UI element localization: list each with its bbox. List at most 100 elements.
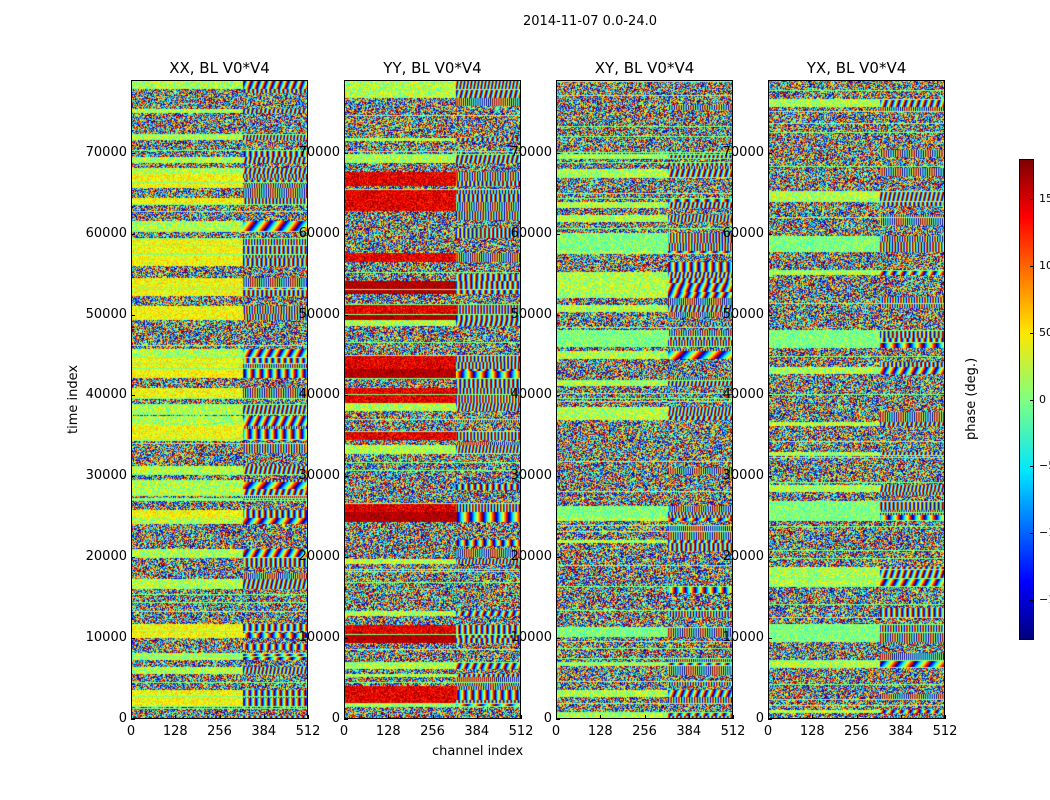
x-tick-label: 128	[162, 724, 188, 739]
colorbar-tick-mark	[1030, 599, 1034, 601]
colorbar-tick-label: 50	[1039, 325, 1050, 339]
x-tick-label: 512	[508, 724, 534, 739]
x-tick-label: 512	[720, 724, 746, 739]
y-tick-label: 10000	[722, 630, 764, 646]
y-tick-mark	[768, 719, 772, 720]
y-tick-label: 30000	[85, 468, 127, 484]
panel-title: YX, BL V0*V4	[806, 59, 907, 77]
y-tick-label: 40000	[722, 387, 764, 403]
x-tick-mark	[476, 715, 478, 719]
y-tick-label: 40000	[85, 387, 127, 403]
x-tick-mark	[521, 715, 522, 719]
y-tick-mark	[768, 476, 772, 478]
y-tick-mark	[131, 557, 135, 559]
y-tick-mark	[556, 557, 560, 559]
panel-title: XX, BL V0*V4	[169, 59, 270, 77]
x-tick-label: 384	[464, 724, 490, 739]
y-tick-label: 30000	[722, 468, 764, 484]
y-tick-label: 60000	[722, 225, 764, 241]
heatmap-panel	[344, 80, 521, 719]
x-tick-mark	[812, 715, 814, 719]
colorbar-tick-label: 150	[1039, 192, 1050, 206]
colorbar-tick-label: −50	[1039, 459, 1050, 473]
x-tick-mark	[688, 715, 690, 719]
y-tick-label: 20000	[722, 549, 764, 565]
y-tick-mark	[344, 557, 348, 559]
y-tick-label: 60000	[298, 225, 340, 241]
phase-heatmap	[345, 81, 520, 718]
y-tick-label: 20000	[298, 549, 340, 565]
y-tick-label: 70000	[298, 144, 340, 160]
x-tick-label: 256	[844, 724, 869, 739]
y-tick-label: 20000	[510, 549, 552, 565]
y-tick-mark	[768, 152, 772, 154]
x-tick-mark	[900, 715, 902, 719]
x-tick-mark	[600, 715, 602, 719]
colorbar-tick-mark	[1030, 466, 1034, 468]
x-tick-mark	[308, 715, 309, 719]
colorbar-tick-mark	[1030, 533, 1034, 535]
y-tick-label: 40000	[510, 387, 552, 403]
x-tick-mark	[432, 715, 434, 719]
x-tick-mark	[175, 715, 177, 719]
y-tick-mark	[131, 314, 135, 316]
figure-title: 2014-11-07 0.0-24.0	[523, 14, 657, 29]
x-tick-label: 0	[551, 724, 561, 739]
y-tick-mark	[768, 314, 772, 316]
x-tick-mark	[733, 715, 734, 719]
y-tick-label: 50000	[510, 306, 552, 322]
y-tick-mark	[556, 314, 560, 316]
x-tick-label: 256	[420, 724, 445, 739]
y-tick-mark	[556, 476, 560, 478]
x-tick-mark	[263, 715, 265, 719]
y-tick-mark	[556, 152, 560, 154]
panel-title: XY, BL V0*V4	[594, 59, 695, 77]
x-tick-label: 512	[295, 724, 321, 739]
y-tick-label: 70000	[510, 144, 552, 160]
x-tick-label: 256	[632, 724, 657, 739]
x-tick-label: 512	[932, 724, 958, 739]
colorbar-tick-mark	[1030, 199, 1034, 201]
colorbar-tick-label: −100	[1039, 526, 1050, 540]
x-tick-mark	[344, 715, 345, 719]
x-tick-mark	[644, 715, 646, 719]
y-tick-mark	[344, 233, 348, 235]
colorbar-tick-mark	[1030, 332, 1034, 334]
y-tick-label: 60000	[85, 225, 127, 241]
y-tick-mark	[344, 395, 348, 397]
y-tick-label: 10000	[298, 630, 340, 646]
y-tick-mark	[344, 152, 348, 154]
y-axis-label: time index	[66, 364, 81, 434]
x-tick-label: 128	[799, 724, 825, 739]
colorbar-tick-label: −150	[1039, 592, 1050, 606]
colorbar-label: phase (deg.)	[964, 357, 979, 440]
x-tick-label: 384	[251, 724, 277, 739]
y-tick-mark	[344, 476, 348, 478]
y-tick-label: 0	[755, 711, 764, 726]
x-tick-label: 0	[763, 724, 773, 739]
heatmap-panel	[768, 80, 945, 719]
y-tick-label: 30000	[510, 468, 552, 484]
y-tick-mark	[768, 557, 772, 559]
x-tick-mark	[131, 715, 132, 719]
x-tick-mark	[768, 715, 769, 719]
y-tick-mark	[768, 638, 772, 640]
y-tick-mark	[556, 395, 560, 397]
y-tick-mark	[556, 638, 560, 640]
phase-heatmap	[132, 81, 307, 718]
y-tick-label: 70000	[85, 144, 127, 160]
x-axis-label: channel index	[432, 744, 524, 759]
y-tick-mark	[344, 638, 348, 640]
y-tick-label: 20000	[85, 549, 127, 565]
x-tick-label: 128	[587, 724, 613, 739]
y-tick-label: 10000	[510, 630, 552, 646]
x-tick-label: 0	[339, 724, 349, 739]
x-tick-mark	[219, 715, 221, 719]
colorbar-tick-mark	[1030, 265, 1034, 267]
x-tick-mark	[945, 715, 946, 719]
panel-title: YY, BL V0*V4	[383, 59, 482, 77]
y-tick-mark	[131, 152, 135, 154]
y-tick-label: 60000	[510, 225, 552, 241]
x-tick-mark	[388, 715, 390, 719]
colorbar-tick-label: 0	[1039, 392, 1046, 406]
